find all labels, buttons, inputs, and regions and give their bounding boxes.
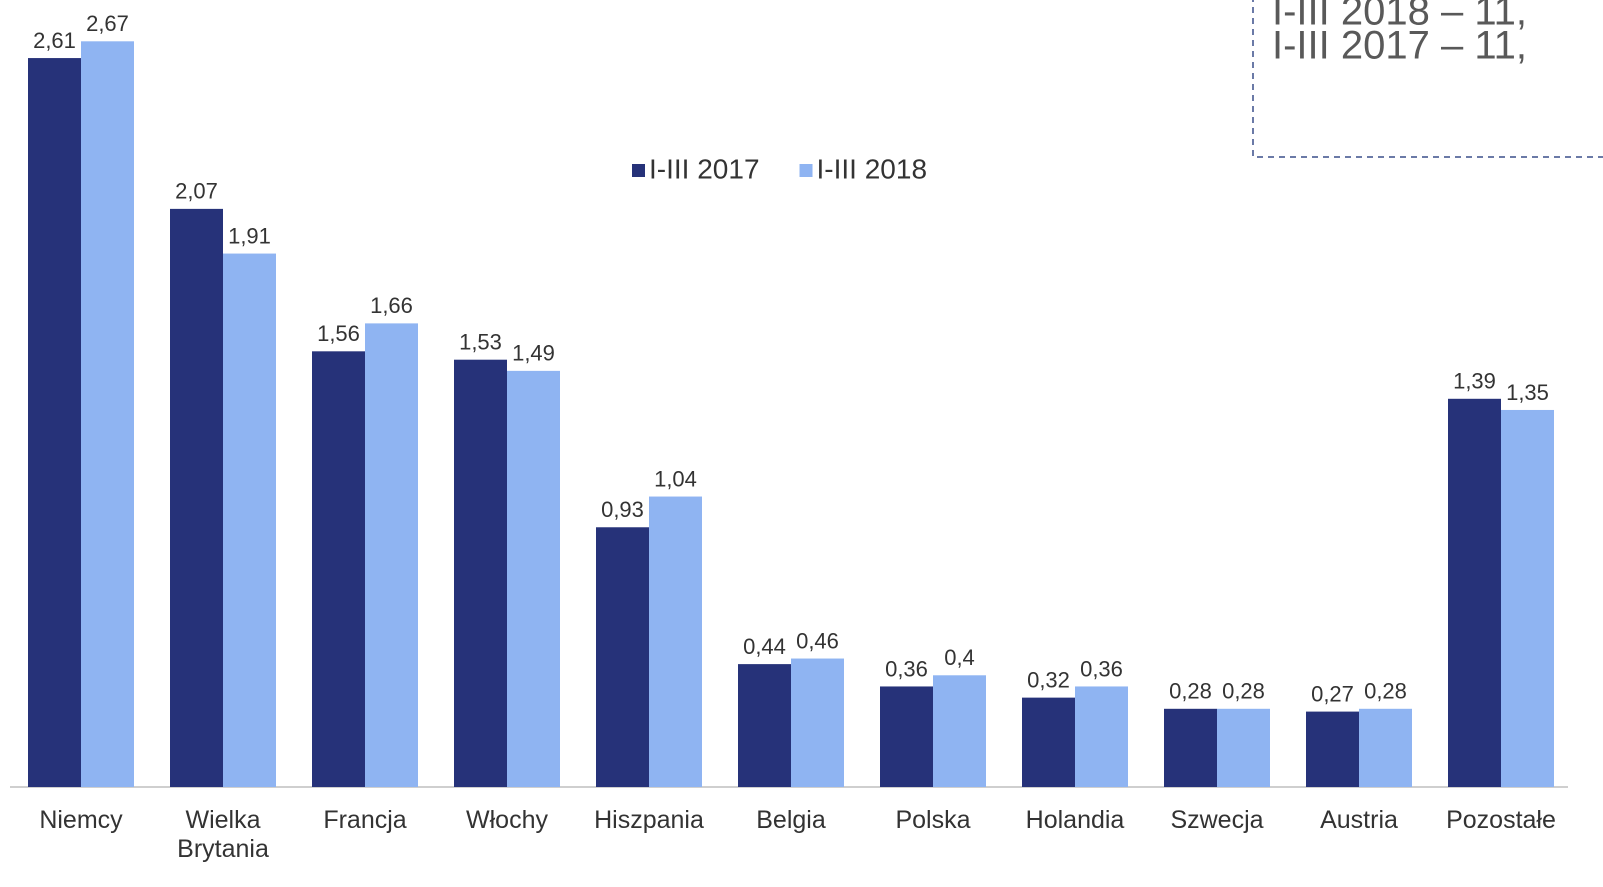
bar: [454, 359, 507, 787]
legend-swatch: [799, 164, 813, 177]
x-tick-label: Pozostałe: [1446, 806, 1556, 834]
x-tick-label: Belgia: [756, 806, 826, 834]
bar: [28, 58, 81, 788]
data-label: 1,04: [654, 466, 697, 491]
x-tick-label: Francja: [323, 806, 407, 834]
x-tick-label: Włochy: [466, 806, 548, 834]
legend-label: I-III 2017: [649, 153, 760, 184]
bar: [1448, 398, 1501, 787]
data-label: 1,66: [370, 293, 413, 318]
bar: [1359, 708, 1412, 787]
data-label: 0,28: [1222, 679, 1265, 704]
x-tick-label: Niemcy: [39, 806, 123, 834]
bar: [507, 370, 560, 787]
legend-label: I-III 2018: [817, 153, 928, 184]
data-label: 2,67: [86, 11, 129, 36]
x-tick-label: Hiszpania: [594, 806, 704, 834]
data-label: 1,35: [1506, 380, 1549, 405]
data-label: 0,36: [1080, 656, 1123, 681]
data-label: 0,46: [796, 628, 839, 653]
bar: [365, 323, 418, 787]
data-label: 0,93: [601, 497, 644, 522]
annotation: I-III 2018 – 11,: [1272, 0, 1527, 34]
data-label: 0,36: [885, 656, 928, 681]
data-label: 1,56: [317, 321, 360, 346]
bar: [649, 496, 702, 787]
data-label: 0,32: [1027, 667, 1070, 692]
x-tick-label: Polska: [895, 806, 971, 834]
annotation-box: [1252, 0, 1603, 158]
bar: [933, 675, 986, 787]
bar: [1075, 686, 1128, 787]
bar: [170, 208, 223, 788]
bar: [791, 658, 844, 787]
bar: [312, 351, 365, 787]
data-label: 0,4: [944, 645, 975, 670]
data-label: 0,28: [1169, 679, 1212, 704]
data-label: 1,49: [512, 341, 555, 366]
data-label: 1,39: [1453, 369, 1496, 394]
bar: [1164, 708, 1217, 787]
data-label: 0,44: [743, 634, 786, 659]
annotation: I-III 2017 – 11,: [1272, 24, 1527, 68]
data-label: 1,53: [459, 330, 502, 355]
bar: [1022, 697, 1075, 787]
bar: [738, 664, 791, 787]
data-label: 2,07: [175, 179, 218, 204]
bar: [1501, 409, 1554, 787]
data-label: 0,28: [1364, 679, 1407, 704]
data-label: 0,27: [1311, 681, 1354, 706]
bar: [223, 253, 276, 788]
bar: [880, 686, 933, 787]
bar: [1217, 708, 1270, 787]
x-tick-label: Austria: [1320, 806, 1398, 834]
data-label: 2,61: [33, 28, 76, 53]
bar: [81, 41, 134, 788]
x-tick-label: Holandia: [1025, 806, 1125, 834]
x-tick-label: Szwecja: [1170, 806, 1264, 834]
legend-swatch: [632, 164, 645, 177]
data-label: 1,91: [228, 223, 271, 248]
bar: [596, 527, 649, 787]
bar: [1306, 711, 1359, 787]
x-tick-label: Wielka Brytania: [177, 806, 269, 863]
